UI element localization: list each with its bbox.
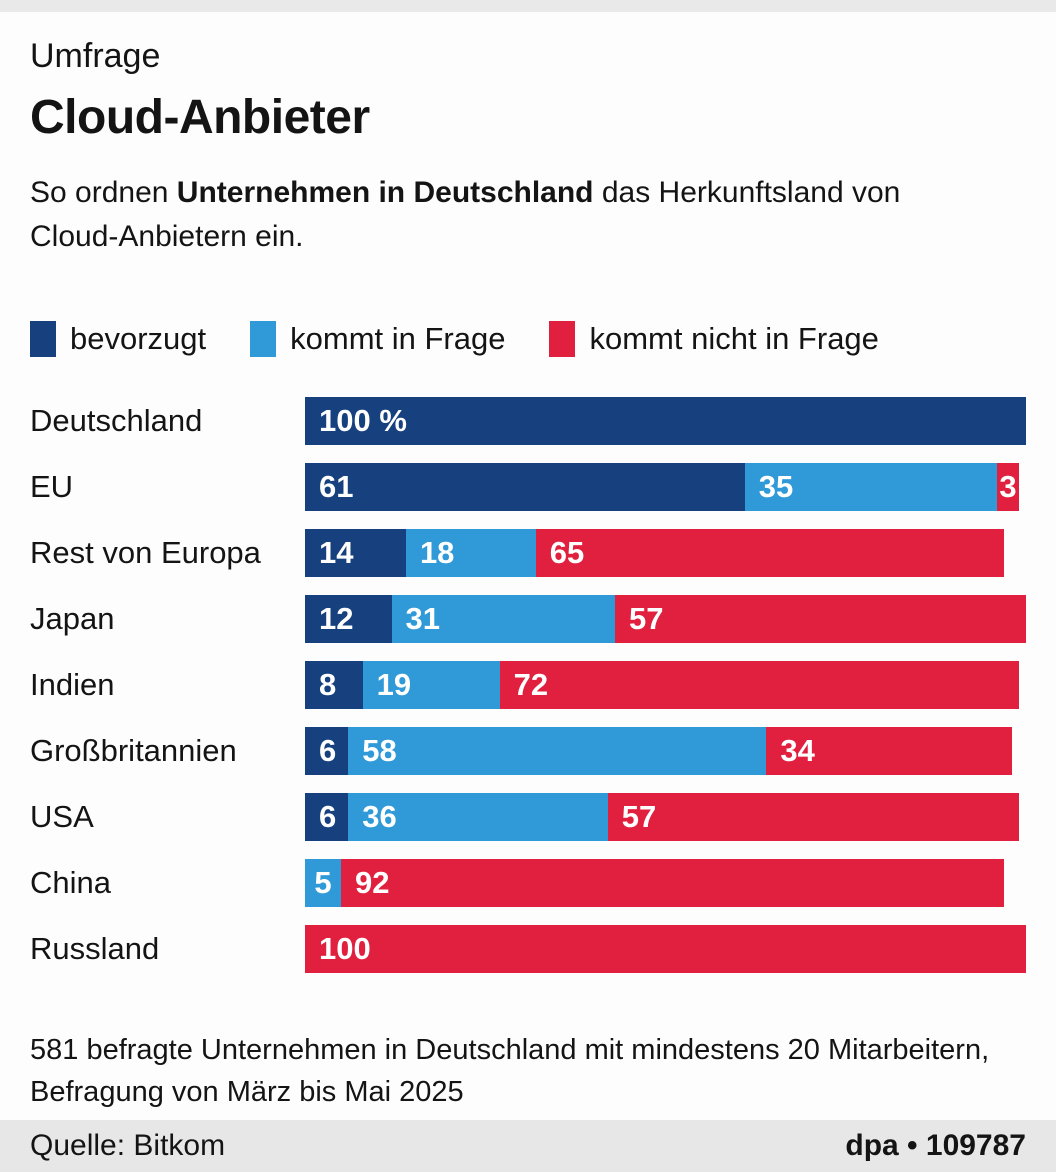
subtitle: So ordnen Unternehmen in Deutschland das… (30, 171, 995, 259)
top-strip (0, 0, 1056, 12)
legend-item-bevorzugt: bevorzugt (30, 321, 206, 357)
bar-segment: 65 (535, 529, 1005, 577)
legend: bevorzugt kommt in Frage kommt nicht in … (30, 321, 1026, 357)
row-label: Deutschland (30, 403, 203, 438)
bar-value-label: 14 (319, 535, 354, 570)
legend-item-kommt-nicht-in-frage: kommt nicht in Frage (549, 321, 879, 357)
row-label: Russland (30, 931, 160, 966)
bar-segment: 57 (607, 793, 1019, 841)
bar-segment: 6 (305, 727, 349, 775)
footer-band: Quelle: Bitkom dpa • 109787 (0, 1120, 1056, 1172)
bar-segment: 14 (305, 529, 406, 577)
subtitle-pre: So ordnen (30, 176, 177, 209)
bar-track: 5 92 (305, 859, 1026, 907)
bar-value-label: 58 (362, 733, 397, 768)
bar-segment: 57 (615, 595, 1026, 643)
chart-row: Russland 100 (30, 925, 1026, 973)
bar-value-label: 36 (362, 799, 397, 834)
bar-value-label: 100 % (319, 403, 407, 438)
bar-segment: 58 (348, 727, 767, 775)
legend-label: bevorzugt (70, 321, 207, 356)
bar-segment: 34 (766, 727, 1012, 775)
chart-row: Japan 12 31 57 (30, 595, 1026, 643)
bar-track: 6 58 34 (305, 727, 1026, 775)
bar-segment: 18 (405, 529, 536, 577)
bar-value-label: 57 (621, 799, 657, 834)
bar-value-label: 3 (999, 469, 1017, 504)
row-label: Großbritannien (30, 733, 237, 768)
legend-item-kommt-in-frage: kommt in Frage (250, 321, 505, 357)
chart-row: China 5 92 (30, 859, 1026, 907)
content: Umfrage Cloud-Anbieter So ordnen Unterne… (0, 36, 1056, 1113)
row-label: China (30, 865, 111, 900)
chart-row: Deutschland 100 % (30, 397, 1026, 445)
bar-segment: 92 (341, 859, 1005, 907)
bar-value-label: 100 (319, 931, 371, 966)
bar-segment: 100 (305, 925, 1026, 973)
page-title: Cloud-Anbieter (30, 91, 370, 144)
legend-label: kommt nicht in Frage (589, 321, 879, 356)
bar-value-label: 92 (355, 865, 390, 900)
chart-row: Großbritannien 6 58 34 (30, 727, 1026, 775)
bar-value-label: 35 (758, 469, 794, 504)
bar-value-label: 65 (549, 535, 585, 570)
kicker: Umfrage (30, 37, 161, 75)
chart-row: USA 6 36 57 (30, 793, 1026, 841)
bar-segment: 5 (305, 859, 342, 907)
row-label: Indien (30, 667, 115, 702)
bar-track: 6 36 57 (305, 793, 1026, 841)
row-label: Rest von Europa (30, 535, 261, 570)
footnote-line-1: 581 befragte Unternehmen in Deutschland … (30, 1034, 990, 1066)
bar-segment: 36 (348, 793, 608, 841)
bar-value-label: 72 (513, 667, 549, 702)
row-label: Japan (30, 601, 115, 636)
stacked-bar-chart: Deutschland 100 % EU 61 35 3 Rest von Europa 14… (30, 397, 1026, 973)
source-label: Quelle: Bitkom (30, 1129, 226, 1162)
legend-swatch-kommt-in-frage (250, 321, 277, 357)
bar-segment: 12 (305, 595, 392, 643)
chart-row: Indien 8 19 72 (30, 661, 1026, 709)
bar-track: 14 18 65 (305, 529, 1026, 577)
bar-track: 100 (305, 925, 1026, 973)
bar-value-label: 61 (319, 469, 354, 504)
bar-value-label: 12 (319, 601, 354, 636)
legend-swatch-bevorzugt (30, 321, 56, 357)
legend-label: kommt in Frage (290, 321, 506, 356)
subtitle-bold: Unternehmen in Deutschland (176, 176, 594, 209)
bar-segment: 19 (362, 661, 500, 709)
bar-segment: 100 % (305, 397, 1026, 445)
bar-track: 8 19 72 (305, 661, 1026, 709)
bar-track: 12 31 57 (305, 595, 1026, 643)
bar-track: 61 35 3 (305, 463, 1026, 511)
bar-segment: 3 (997, 463, 1019, 511)
bar-value-label: 31 (405, 601, 440, 636)
bar-value-label: 8 (319, 667, 337, 702)
bar-value-label: 6 (319, 799, 337, 834)
bar-segment: 8 (305, 661, 363, 709)
chart-row: Rest von Europa 14 18 65 (30, 529, 1026, 577)
bar-value-label: 6 (319, 733, 337, 768)
bar-segment: 72 (499, 661, 1019, 709)
subtitle-post: das Herkunftsland von Cloud-Anbietern ei… (30, 176, 901, 253)
bar-value-label: 5 (314, 865, 332, 900)
bar-segment: 61 (305, 463, 745, 511)
chart-row: EU 61 35 3 (30, 463, 1026, 511)
bar-segment: 31 (391, 595, 616, 643)
bar-segment: 6 (305, 793, 349, 841)
row-label: EU (30, 469, 74, 504)
legend-swatch-kommt-nicht-in-frage (549, 321, 576, 357)
footnote-line-2: Befragung von März bis Mai 2025 (30, 1076, 464, 1108)
row-label: USA (30, 799, 94, 834)
bar-value-label: 57 (629, 601, 664, 636)
bar-track: 100 % (305, 397, 1026, 445)
credit-label: dpa • 109787 (845, 1129, 1026, 1162)
bar-value-label: 34 (780, 733, 815, 768)
footnote: 581 befragte Unternehmen in Deutschland … (30, 1029, 1026, 1113)
bar-value-label: 19 (376, 667, 412, 702)
bar-value-label: 18 (419, 535, 455, 570)
bar-segment: 35 (744, 463, 998, 511)
